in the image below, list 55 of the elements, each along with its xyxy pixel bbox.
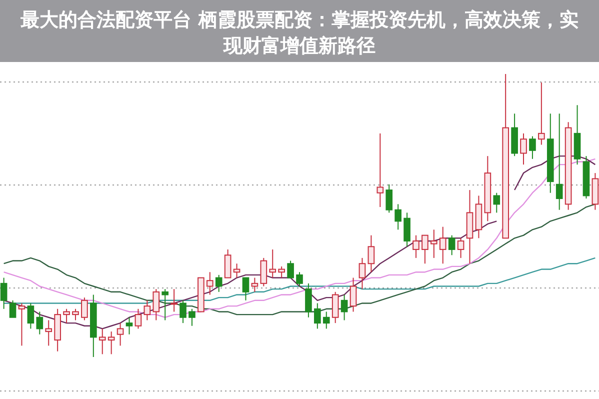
candlestick [224, 248, 232, 278]
candlestick [134, 308, 142, 330]
candlestick [242, 277, 250, 301]
candlestick [0, 277, 8, 310]
candlestick [314, 302, 321, 330]
candlestick [538, 82, 545, 146]
candlestick [448, 234, 456, 256]
candlestick [9, 300, 16, 318]
candlestick [108, 331, 115, 355]
candlestick [358, 257, 366, 290]
candlestick [430, 229, 438, 258]
candlestick [126, 316, 133, 335]
candlestick [368, 234, 375, 273]
candlestick [144, 300, 151, 321]
candlestick [215, 274, 222, 292]
candlestick [152, 288, 160, 321]
candlestick [36, 311, 44, 335]
candlestick [269, 248, 276, 278]
candlestick [72, 308, 79, 321]
candlestick [322, 311, 330, 330]
candlestick [439, 226, 446, 264]
candlestick [18, 302, 26, 346]
candlestick [340, 294, 348, 321]
candlestick [27, 302, 34, 330]
candlestick [63, 308, 70, 324]
candlestick [162, 288, 169, 321]
candlestick [520, 132, 527, 166]
candlestick [81, 297, 88, 321]
candlestick [260, 257, 268, 287]
candlestick [422, 234, 428, 264]
candlestick [98, 328, 106, 355]
candlestick [376, 132, 384, 208]
candlestick [305, 282, 312, 318]
candlestick [296, 272, 303, 287]
candlestick [529, 136, 536, 160]
candlestick [116, 322, 124, 346]
candlestick [206, 272, 214, 296]
candlestick [180, 300, 186, 324]
candlestick [350, 277, 357, 312]
candlestick [45, 320, 52, 346]
candlestick [188, 308, 196, 326]
candlestick [412, 234, 420, 258]
candlestick [278, 266, 285, 278]
candlestick [233, 263, 240, 278]
candlestick [251, 277, 258, 292]
chart-title: 最大的合法配资平台 栖霞股票配资：掌握投资先机，高效决策，实现财富增值新路径 [20, 9, 578, 57]
candlestick [287, 260, 294, 278]
candlestick [332, 291, 339, 324]
candlestick [457, 238, 464, 258]
candlestick [404, 212, 410, 248]
candlestick [170, 288, 178, 312]
candlestick [493, 192, 500, 214]
candlestick [394, 204, 402, 230]
candlestick [556, 113, 563, 210]
candlestick [386, 184, 393, 214]
